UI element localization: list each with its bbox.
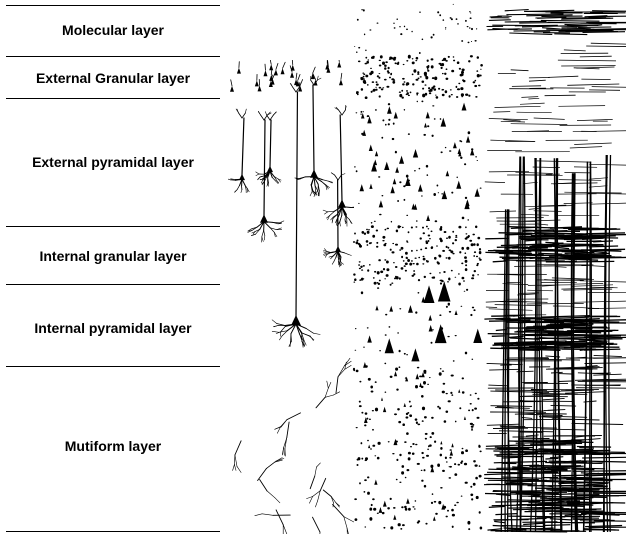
layer-label-external-granular: External Granular layer — [35, 70, 191, 86]
layer-divider — [6, 531, 220, 532]
layer-label-molecular: Molecular layer — [62, 22, 164, 38]
layer-divider — [6, 366, 220, 367]
layer-label-internal-pyramidal: Internal pyramidal layer — [34, 320, 192, 336]
myelin-fibers-panel — [484, 8, 626, 533]
nissl-cells-panel — [352, 3, 483, 531]
layer-label-internal-granular: Internal granular layer — [39, 248, 187, 264]
layer-label-external-pyramidal: External pyramidal layer — [32, 154, 194, 170]
layer-divider — [6, 284, 220, 285]
layer-divider — [6, 98, 220, 99]
layer-divider — [6, 56, 220, 57]
golgi-neurons-panel — [228, 60, 354, 534]
layer-label-multiform: Mutiform layer — [64, 438, 162, 454]
layer-divider — [6, 5, 220, 6]
layer-divider — [6, 226, 220, 227]
